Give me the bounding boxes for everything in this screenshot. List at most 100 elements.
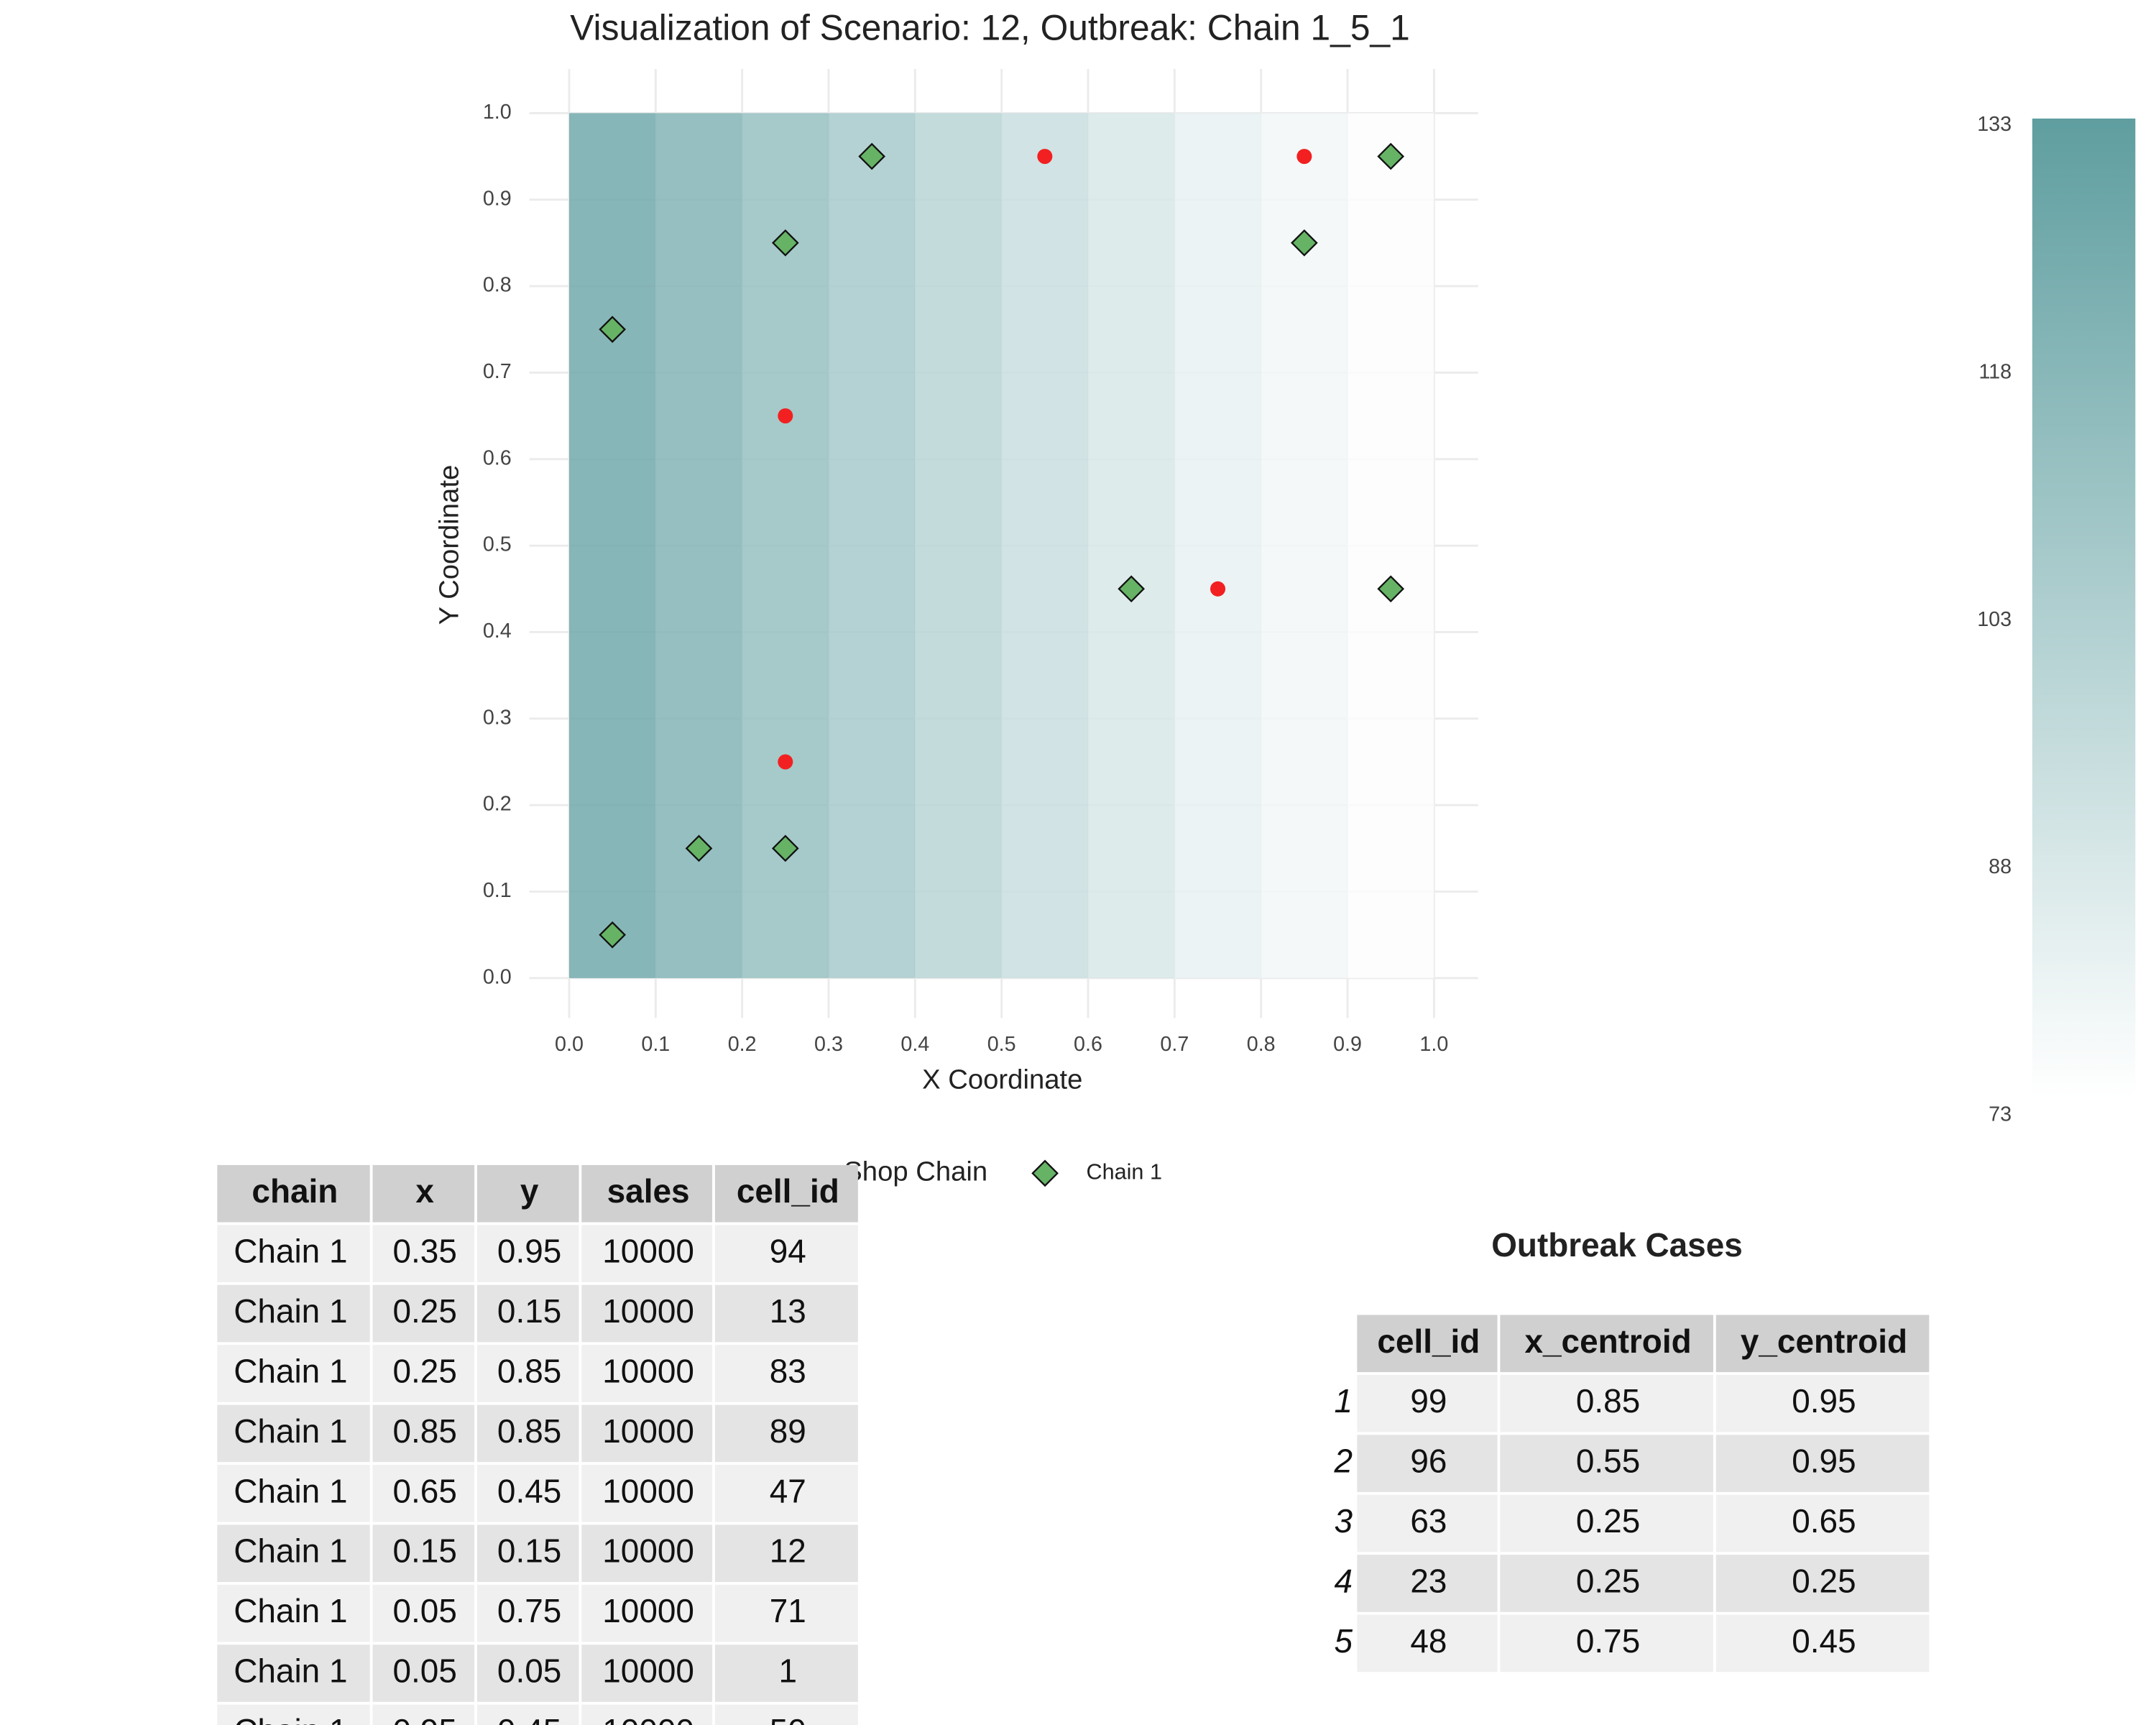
table-cell	[1715, 1435, 1930, 1492]
cell-text: 1	[779, 1652, 798, 1690]
x-axis-title: X Coordinate	[922, 1064, 1082, 1095]
table-cell	[1500, 1374, 1713, 1432]
table-title: Outbreak Cases	[1491, 1226, 1743, 1264]
colorbar-tick-label: 133	[1977, 113, 2012, 136]
y-tick-label: 0.7	[483, 360, 512, 383]
chart-title: Visualization of Scenario: 12, Outbreak:…	[570, 8, 1410, 48]
column-header: sales	[607, 1172, 690, 1210]
y-tick-label: 0.4	[483, 620, 512, 643]
heat-tile	[1088, 113, 1175, 978]
diamond-marker	[1377, 142, 1405, 170]
table-cell	[217, 1644, 370, 1702]
cell-text: 10000	[602, 1412, 694, 1450]
x-tick-label: 0.3	[814, 1033, 843, 1056]
table-cell	[372, 1584, 475, 1642]
row-label: 5	[1334, 1622, 1353, 1660]
diamond-marker	[858, 142, 886, 170]
diamond-marker	[1377, 575, 1405, 603]
header-cell	[1500, 1315, 1713, 1373]
table-cell	[217, 1225, 370, 1282]
heat-tile	[742, 113, 829, 978]
diamond-marker	[599, 316, 626, 344]
table-cell	[217, 1524, 370, 1583]
cell-text: Chain 1	[234, 1472, 347, 1509]
cell-text: 99	[1410, 1382, 1447, 1420]
cell-text: 0.95	[1792, 1382, 1856, 1420]
table-cell	[372, 1404, 475, 1463]
circle-marker	[1296, 149, 1312, 165]
x-tick-label: 0.2	[728, 1033, 757, 1056]
cell-text: 0.85	[497, 1412, 561, 1450]
table-cell	[372, 1704, 475, 1725]
cell-text: Chain 1	[234, 1652, 347, 1690]
cell-text: 63	[1410, 1502, 1447, 1540]
table-cell	[714, 1584, 858, 1642]
cell-text: 50	[770, 1712, 806, 1725]
cell-text: 12	[770, 1532, 806, 1570]
table-cell	[714, 1644, 858, 1702]
shop-table: chain x y sales cell_id Chain 1 0.35 0.95 10000 9…	[217, 1164, 858, 1725]
legend-label: Chain 1	[1086, 1159, 1162, 1184]
cell-text: 0.35	[393, 1233, 457, 1270]
y-axis-title: Y Coordinate	[434, 465, 465, 625]
heat-tile	[1001, 113, 1089, 978]
table-cell	[476, 1284, 579, 1343]
header-cell	[714, 1164, 858, 1223]
header-cell	[476, 1164, 579, 1223]
heat-tile	[915, 113, 1002, 978]
table-cell	[476, 1524, 579, 1583]
table-cell	[1500, 1614, 1713, 1673]
table-cell	[372, 1524, 475, 1583]
row-label: 4	[1334, 1562, 1353, 1599]
cell-text: 89	[770, 1412, 806, 1450]
table-cell	[1715, 1614, 1930, 1673]
y-tick-label: 0.5	[483, 533, 512, 556]
table-cell	[372, 1465, 475, 1522]
column-header: y	[520, 1172, 539, 1210]
row-label: 1	[1334, 1382, 1353, 1420]
table-cell	[1500, 1494, 1713, 1552]
plot: 0.0 0.1 0.2 0.3 0.4 0.5 0.6 0.7 0.8 0.9 1.0 0.0 0.1 0…	[483, 69, 1478, 1056]
cell-text: 10000	[602, 1352, 694, 1389]
diamond-marker	[1031, 1159, 1059, 1187]
table-cell	[581, 1524, 713, 1583]
cell-text: 48	[1410, 1622, 1447, 1660]
cell-text: 47	[770, 1472, 806, 1509]
y-tick-label: 0.6	[483, 446, 512, 469]
table-cell	[714, 1465, 858, 1522]
table-cell	[476, 1465, 579, 1522]
cell-text: 0.75	[1576, 1622, 1640, 1660]
cell-text: 94	[770, 1233, 806, 1270]
table-cell	[1715, 1555, 1930, 1612]
cell-text: 0.25	[1792, 1562, 1856, 1599]
table-cell	[217, 1584, 370, 1642]
legend-title: Shop Chain	[844, 1156, 987, 1187]
cell-text: 13	[770, 1292, 806, 1330]
table-cell	[476, 1704, 579, 1725]
cell-text: 10000	[602, 1652, 694, 1690]
table-cell	[1500, 1435, 1713, 1492]
cell-text: 0.95	[393, 1712, 457, 1725]
cell-text: Chain 1	[234, 1712, 347, 1725]
table-cell	[372, 1644, 475, 1702]
row-label: 2	[1333, 1443, 1353, 1480]
x-tick-label: 0.7	[1160, 1033, 1189, 1056]
cell-text: 0.05	[497, 1652, 561, 1690]
cell-text: 0.15	[393, 1532, 457, 1570]
table-cell	[476, 1644, 579, 1702]
table-cell	[581, 1644, 713, 1702]
table-cell	[372, 1225, 475, 1282]
circle-marker	[1037, 149, 1053, 165]
cell-text: 0.25	[393, 1292, 457, 1330]
column-header: cell_id	[737, 1172, 839, 1210]
colorbar-bar	[2032, 118, 2136, 1098]
x-tick-label: 0.5	[987, 1033, 1016, 1056]
diamond-marker	[685, 834, 713, 862]
diamond-marker	[771, 834, 799, 862]
table-cell	[217, 1404, 370, 1463]
table-cell	[581, 1465, 713, 1522]
table-cell	[1357, 1614, 1498, 1673]
table-cell	[581, 1584, 713, 1642]
cell-text: 0.25	[1576, 1562, 1640, 1599]
cell-text: 10000	[602, 1712, 694, 1725]
